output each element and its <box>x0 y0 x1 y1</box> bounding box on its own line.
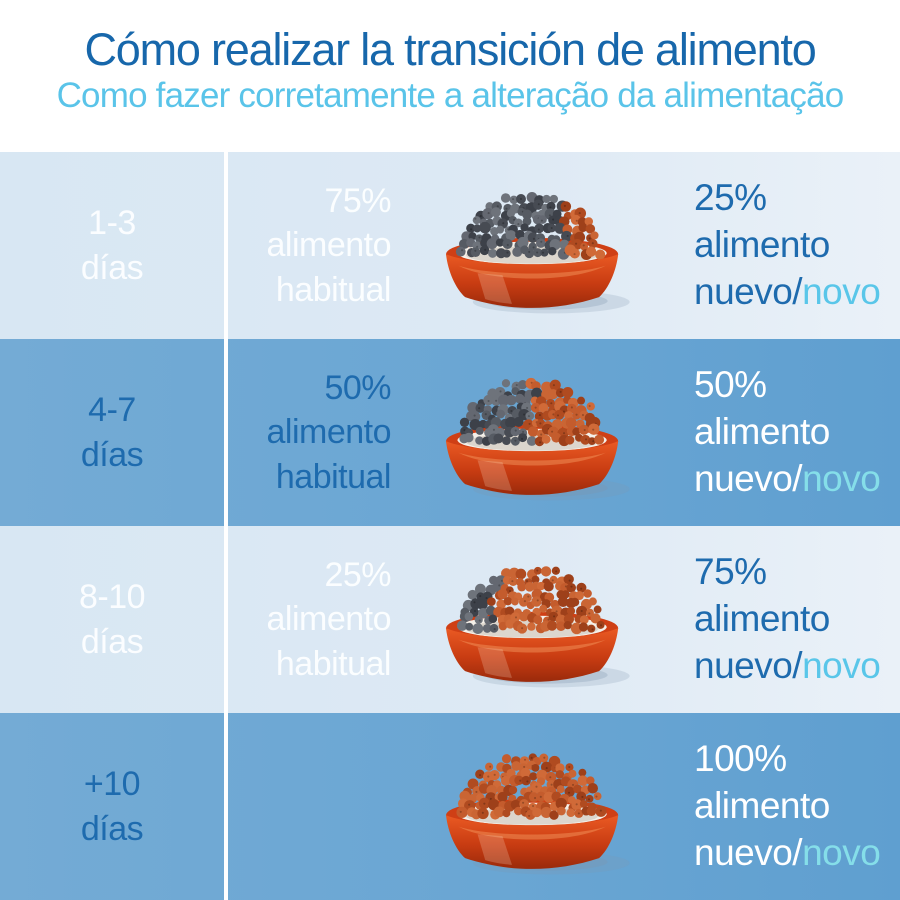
bowl-cell <box>434 526 654 713</box>
new-food-cell: 100% alimento nuevo/novo <box>654 713 900 900</box>
habitual-word-1: alimento <box>266 413 391 452</box>
new-food-cell: 75% alimento nuevo/novo <box>654 526 900 713</box>
new-word-es: nuevo/ <box>694 457 803 499</box>
habitual-food-cell-empty <box>228 713 434 900</box>
habitual-percent: 75% <box>324 182 391 221</box>
new-word-2: nuevo/novo <box>694 643 900 690</box>
days-cell: 8-10 días <box>0 526 228 713</box>
habitual-food-cell: 50% alimento habitual <box>228 339 434 526</box>
habitual-word-2: habitual <box>275 270 392 309</box>
transition-table: 1-3 días 75% alimento habitual 25% alime… <box>0 152 900 900</box>
habitual-word-2: habitual <box>275 457 392 496</box>
habitual-food-cell: 75% alimento habitual <box>228 152 434 339</box>
transition-row-days-1-3: 1-3 días 75% alimento habitual 25% alime… <box>0 152 900 339</box>
new-word-es: nuevo/ <box>694 644 803 686</box>
days-label: días <box>80 248 144 287</box>
new-food-cell: 50% alimento nuevo/novo <box>654 339 900 526</box>
transition-row-days-10-plus: +10 días 100% alimento nuevo/novo <box>0 713 900 900</box>
days-label: días <box>80 435 144 474</box>
days-range: 1-3 <box>88 204 136 243</box>
header: Cómo realizar la transición de alimento … <box>0 0 900 152</box>
new-word-2: nuevo/novo <box>694 269 900 316</box>
new-word-2: nuevo/novo <box>694 456 900 503</box>
habitual-word-2: habitual <box>275 644 392 683</box>
bowl-cell <box>434 152 654 339</box>
new-word-1: alimento <box>694 785 830 826</box>
new-word-pt: novo <box>802 270 881 312</box>
food-bowl-illustration <box>446 377 630 500</box>
new-word-1: alimento <box>694 224 830 265</box>
new-percent: 25% <box>694 177 767 219</box>
food-bowl-illustration <box>446 565 630 687</box>
new-word-es: nuevo/ <box>694 831 803 873</box>
new-food-cell: 25% alimento nuevo/novo <box>654 152 900 339</box>
days-label: días <box>80 809 144 848</box>
new-word-1: alimento <box>694 411 830 452</box>
habitual-percent: 50% <box>324 369 391 408</box>
days-range: 8-10 <box>78 578 146 617</box>
food-bowl-illustration <box>446 191 630 313</box>
new-word-2: nuevo/novo <box>694 830 900 877</box>
habitual-percent: 25% <box>324 556 391 595</box>
habitual-food-cell: 25% alimento habitual <box>228 526 434 713</box>
new-percent: 100% <box>694 738 787 780</box>
new-percent: 50% <box>694 364 767 406</box>
transition-row-days-8-10: 8-10 días 25% alimento habitual 75% alim… <box>0 526 900 713</box>
bowl-cell <box>434 713 654 900</box>
transition-row-days-4-7: 4-7 días 50% alimento habitual 50% alime… <box>0 339 900 526</box>
bowl-cell <box>434 339 654 526</box>
days-cell: 4-7 días <box>0 339 228 526</box>
days-range: 4-7 <box>88 391 136 430</box>
new-word-es: nuevo/ <box>694 270 803 312</box>
days-cell: 1-3 días <box>0 152 228 339</box>
days-label: días <box>80 622 144 661</box>
food-bowl-illustration <box>446 752 630 874</box>
days-cell: +10 días <box>0 713 228 900</box>
days-range: +10 <box>83 765 141 804</box>
habitual-word-1: alimento <box>266 600 391 639</box>
habitual-word-1: alimento <box>266 226 391 265</box>
new-word-pt: novo <box>802 457 881 499</box>
new-percent: 75% <box>694 551 767 593</box>
page-title: Cómo realizar la transición de alimento <box>84 24 816 75</box>
page-subtitle: Como fazer corretamente a alteração da a… <box>56 76 845 116</box>
new-word-1: alimento <box>694 598 830 639</box>
new-word-pt: novo <box>802 644 881 686</box>
new-word-pt: novo <box>802 831 881 873</box>
